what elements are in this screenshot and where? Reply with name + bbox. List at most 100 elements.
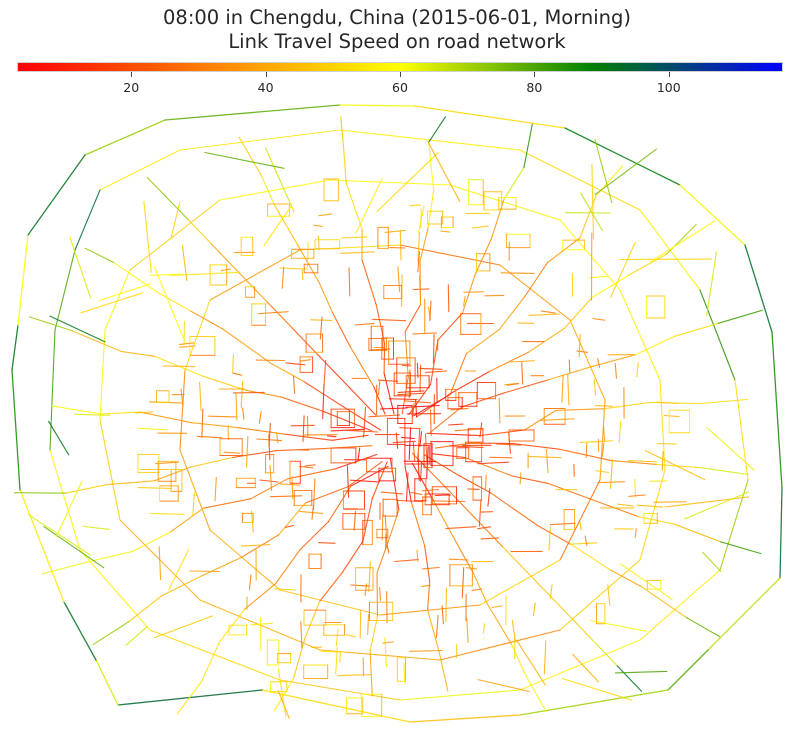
road-link xyxy=(477,679,531,693)
road-link xyxy=(250,478,289,500)
road-link xyxy=(540,418,575,421)
road-link xyxy=(290,424,315,427)
road-link xyxy=(426,446,429,479)
road-link xyxy=(340,251,375,254)
road-link xyxy=(199,599,321,651)
road-link xyxy=(149,629,281,681)
road-link xyxy=(569,542,598,545)
road-link xyxy=(292,375,296,394)
road-link xyxy=(594,138,613,204)
road-link xyxy=(55,480,83,538)
road-link xyxy=(409,649,443,652)
road-link xyxy=(383,372,395,415)
road-link xyxy=(569,543,611,571)
road-link xyxy=(48,420,70,456)
road-link xyxy=(417,453,420,481)
road-link xyxy=(281,266,285,289)
road-link xyxy=(169,271,241,277)
road-link xyxy=(524,673,547,713)
road-link xyxy=(99,149,181,191)
road-link xyxy=(369,615,379,652)
road-link xyxy=(432,333,435,364)
road-link xyxy=(425,370,448,373)
road-link xyxy=(471,225,489,229)
road-link xyxy=(617,503,634,507)
road-link xyxy=(259,479,279,483)
road-link xyxy=(381,514,384,541)
road-link xyxy=(480,537,500,540)
road-link xyxy=(84,119,166,156)
road-link xyxy=(284,524,295,528)
road-link xyxy=(399,244,501,266)
road-link xyxy=(348,267,351,297)
road-link xyxy=(611,460,658,465)
road-link xyxy=(404,400,432,404)
road-link xyxy=(558,448,613,462)
road-link xyxy=(580,192,603,232)
road-link xyxy=(707,577,781,651)
road-link xyxy=(412,403,415,417)
road-link xyxy=(683,491,749,520)
road-link xyxy=(779,487,783,579)
road-link xyxy=(199,381,202,412)
road-link xyxy=(659,379,666,471)
road-link xyxy=(317,354,351,389)
road-link xyxy=(555,408,606,411)
road-link xyxy=(516,639,546,686)
road-link xyxy=(454,428,483,432)
road-link xyxy=(376,572,379,617)
road-link xyxy=(380,491,404,495)
road-link xyxy=(139,411,193,424)
road-link xyxy=(639,569,721,641)
road-link xyxy=(11,369,21,491)
road-link xyxy=(589,637,618,667)
road-link xyxy=(11,324,19,371)
road-link xyxy=(304,486,349,504)
road-link xyxy=(509,360,535,363)
road-link xyxy=(350,584,370,587)
speed-colorbar xyxy=(17,62,783,72)
road-link xyxy=(661,451,664,471)
road-link xyxy=(449,184,561,221)
road-link xyxy=(536,524,571,545)
road-link xyxy=(408,427,412,460)
road-link xyxy=(84,247,115,264)
road-link xyxy=(744,244,773,333)
colorbar-tick xyxy=(131,72,133,77)
road-link xyxy=(634,528,637,539)
colorbar-tick xyxy=(668,72,670,77)
road-link xyxy=(355,178,383,234)
road-link xyxy=(350,465,389,487)
road-link xyxy=(300,621,303,649)
road-link xyxy=(164,104,341,121)
road-link xyxy=(664,496,750,508)
road-link xyxy=(585,443,588,459)
road-link xyxy=(312,478,316,511)
road-link xyxy=(421,584,431,587)
road-link xyxy=(437,312,464,341)
road-link xyxy=(277,502,307,536)
colorbar-tick xyxy=(534,72,536,77)
road-link xyxy=(610,241,636,298)
road-link xyxy=(491,605,503,609)
road-link xyxy=(427,609,440,653)
road-link xyxy=(685,616,721,638)
road-link xyxy=(569,319,606,401)
road-link xyxy=(362,497,373,542)
road-link xyxy=(375,303,386,344)
road-link xyxy=(410,501,426,547)
road-link xyxy=(700,467,750,476)
road-link xyxy=(448,423,464,426)
road-link xyxy=(427,141,461,203)
road-link xyxy=(349,345,375,387)
road-link xyxy=(771,331,783,489)
road-link xyxy=(524,409,557,431)
road-link xyxy=(386,544,390,554)
road-link xyxy=(302,415,305,442)
road-link xyxy=(511,619,516,643)
road-link xyxy=(317,235,320,251)
road-link xyxy=(527,455,562,459)
road-link xyxy=(419,226,429,262)
road-link xyxy=(232,391,265,394)
road-link xyxy=(496,443,522,446)
